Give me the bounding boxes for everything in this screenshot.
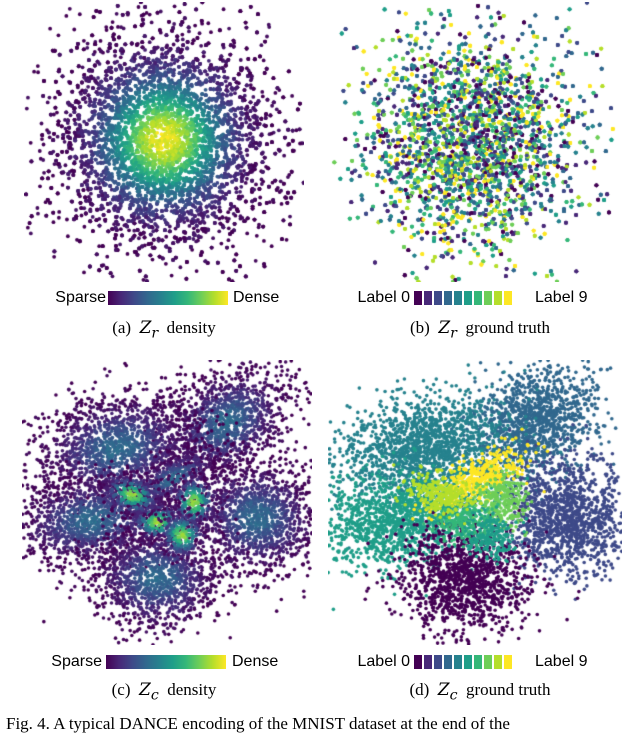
label-swatch-1 (424, 291, 432, 305)
subcaption-c: (c) Zc density (111, 680, 217, 704)
panel-a: Sparse Dense (a) Zr density (0, 0, 320, 350)
label-swatch-0 (414, 655, 422, 669)
legend-sparse-label: Sparse (51, 653, 102, 670)
label-swatch-4 (454, 291, 462, 305)
label-swatch-6 (474, 291, 482, 305)
label-swatch-9 (504, 655, 512, 669)
label-swatch-5 (464, 291, 472, 305)
subcaption-a: (a) Zr density (112, 318, 216, 342)
label-swatch-6 (474, 655, 482, 669)
legend-dense-label: Dense (232, 653, 279, 670)
colorbar-gradient (106, 655, 226, 669)
legend-density-c: Sparse Dense (0, 652, 320, 672)
subcaption-b: (b) Zr ground truth (410, 318, 550, 342)
label-swatch-2 (434, 291, 442, 305)
legend-labels-b: Label 0 Label 9 (320, 288, 640, 308)
scatter-density-zc (22, 360, 312, 645)
label-swatch-7 (484, 291, 492, 305)
subcaption-d: (d) Zc ground truth (409, 680, 551, 704)
label-swatch-3 (444, 655, 452, 669)
colorbar-gradient (108, 291, 228, 305)
label-swatches (414, 655, 514, 669)
legend-label0: Label 0 (357, 653, 411, 670)
label-swatch-4 (454, 655, 462, 669)
label-swatch-1 (424, 655, 432, 669)
legend-density-a: Sparse Dense (0, 288, 320, 308)
scatter-density-zr (24, 2, 304, 282)
label-swatch-3 (444, 291, 452, 305)
label-swatches (414, 291, 514, 305)
legend-labels-d: Label 0 Label 9 (320, 652, 640, 672)
label-swatch-8 (494, 291, 502, 305)
legend-label9: Label 9 (535, 653, 588, 670)
legend-dense-label: Dense (233, 289, 280, 306)
label-swatch-7 (484, 655, 492, 669)
legend-sparse-label: Sparse (55, 289, 106, 306)
panel-b: Label 0 Label 9 (b) Zr ground truth (320, 0, 640, 350)
label-swatch-0 (414, 291, 422, 305)
scatter-groundtruth-zc (328, 360, 622, 645)
label-swatch-5 (464, 655, 472, 669)
label-swatch-2 (434, 655, 442, 669)
label-swatch-9 (504, 291, 512, 305)
scatter-groundtruth-zr (326, 2, 616, 282)
legend-label0: Label 0 (357, 289, 411, 306)
label-swatch-8 (494, 655, 502, 669)
panel-c: Sparse Dense (c) Zc density (0, 360, 320, 720)
figure-caption: Fig. 4. A typical DANCE encoding of the … (6, 714, 510, 733)
legend-label9: Label 9 (535, 289, 588, 306)
panel-d: Label 0 Label 9 (d) Zc ground truth (320, 360, 640, 720)
